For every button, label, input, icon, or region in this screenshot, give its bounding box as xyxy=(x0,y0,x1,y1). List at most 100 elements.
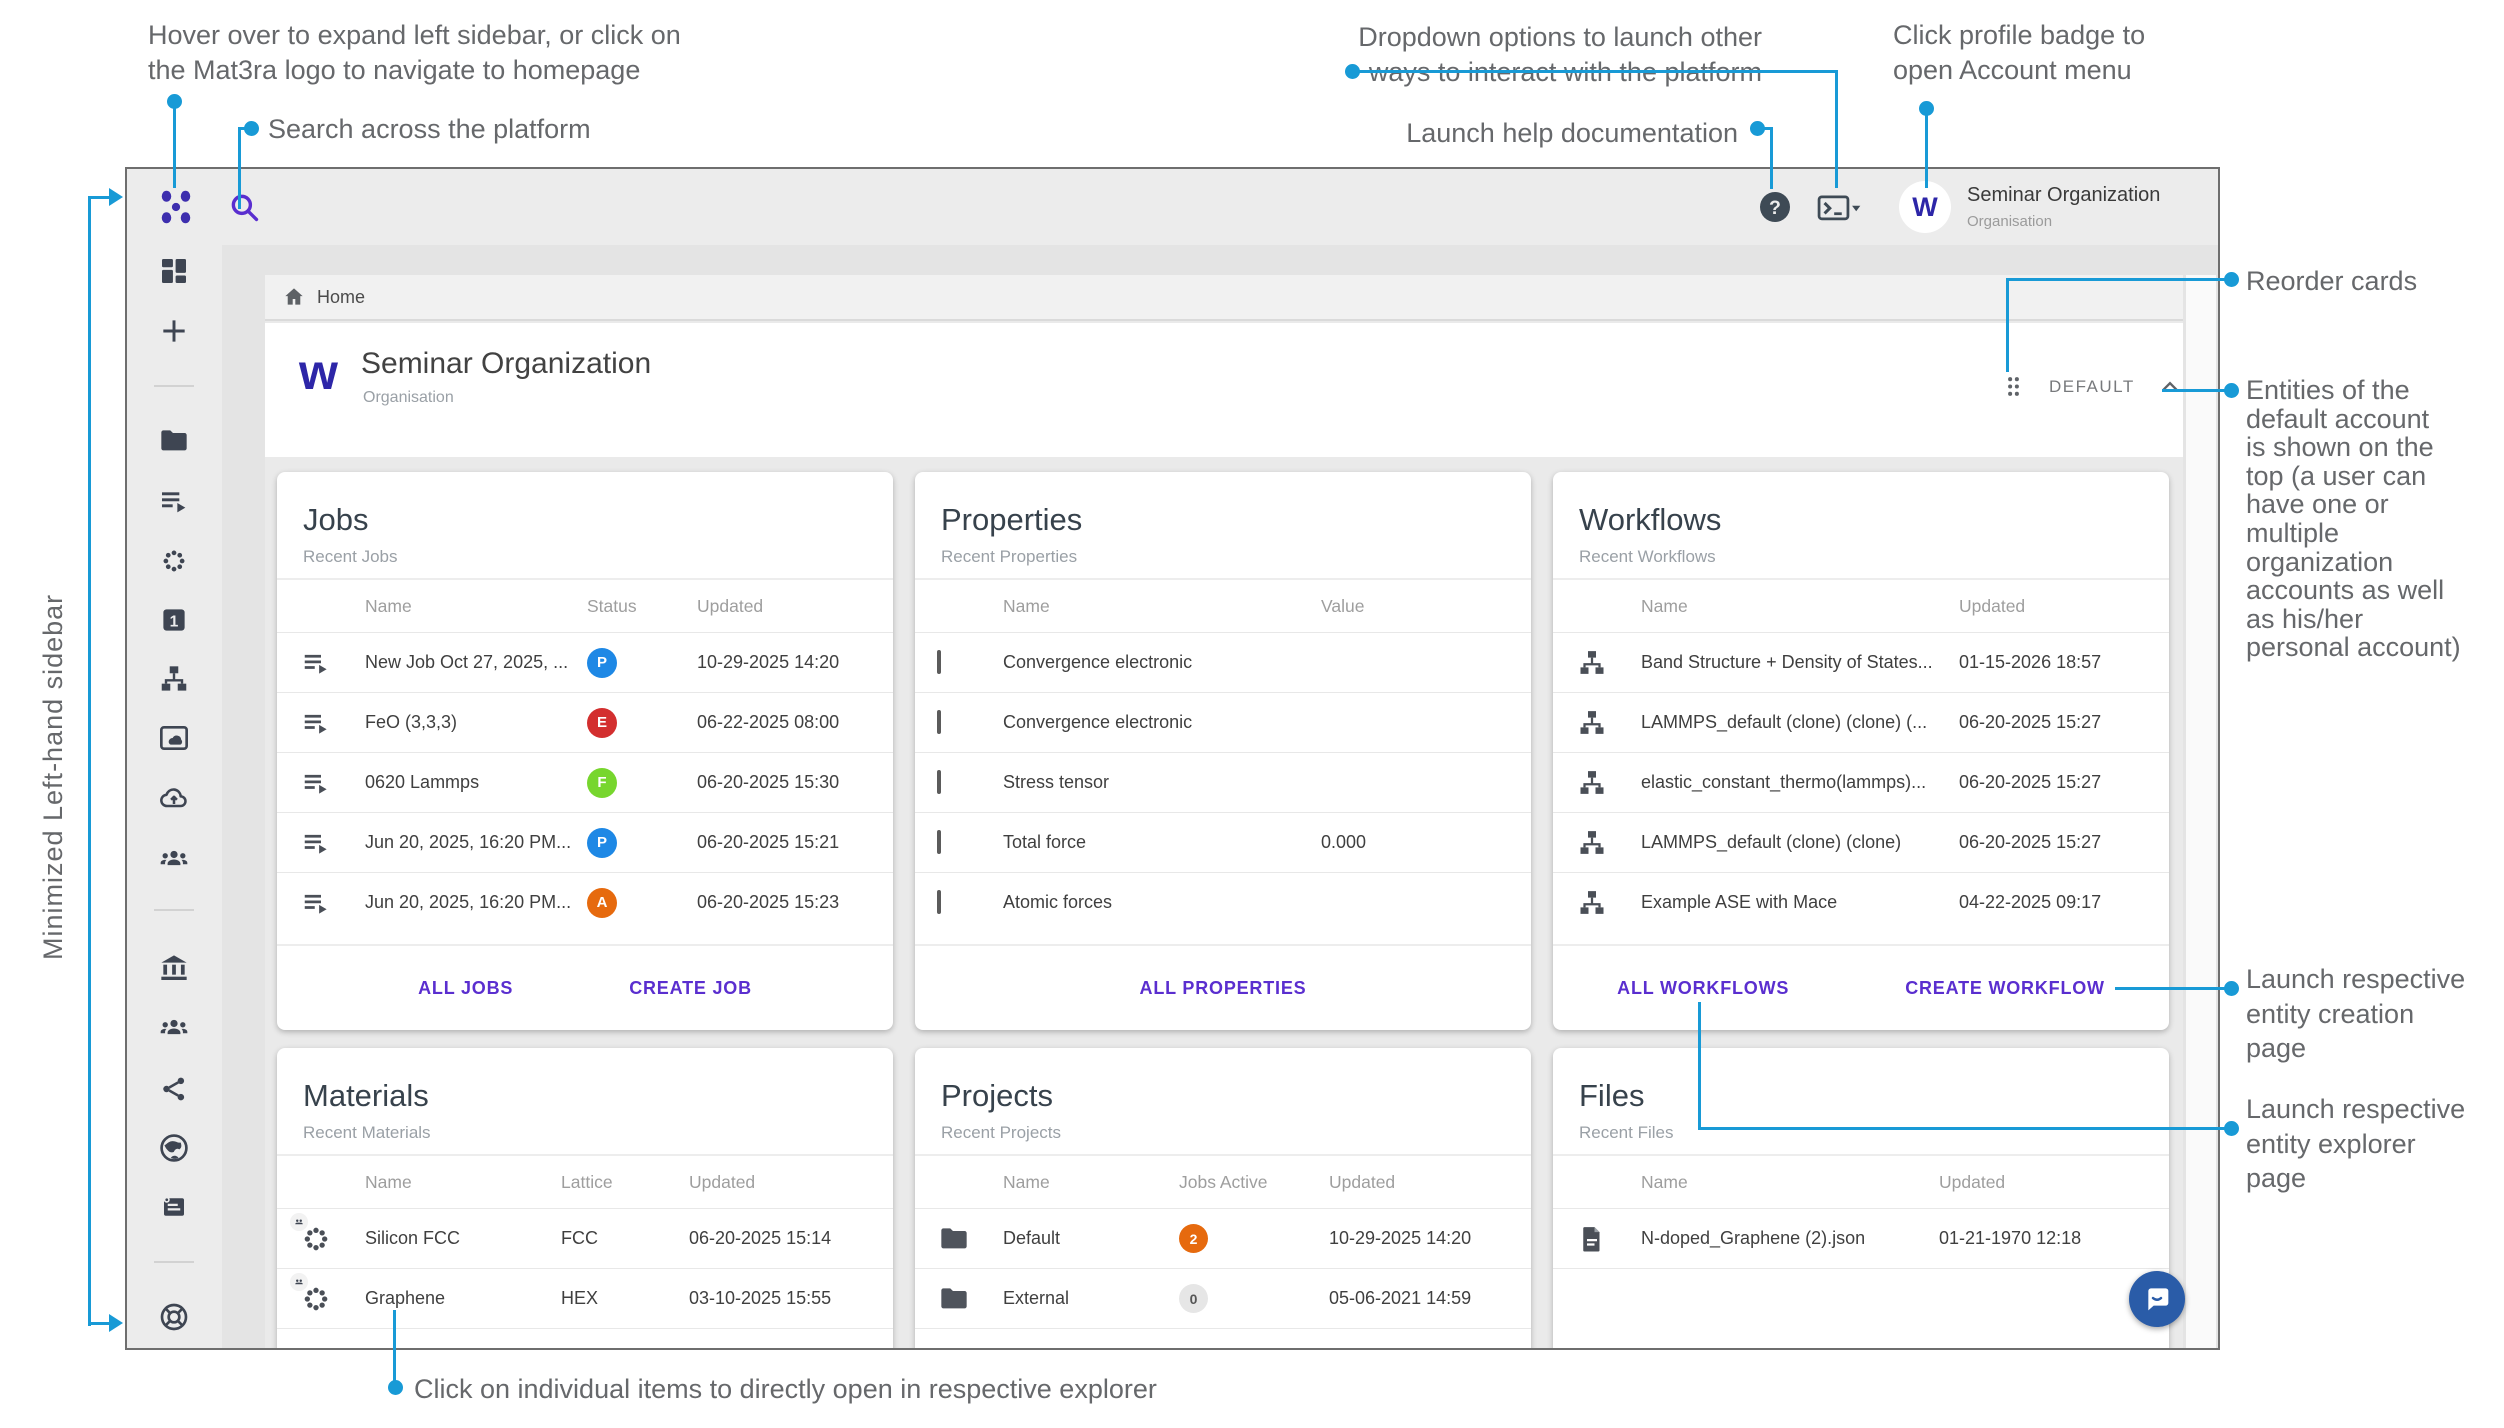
table-row[interactable]: Total force 0.000 xyxy=(915,812,1531,872)
all-workflows-button[interactable]: ALL WORKFLOWS xyxy=(1611,977,1795,1000)
sidebar-item-materials[interactable] xyxy=(156,543,192,579)
materials-dots-icon xyxy=(163,550,185,572)
annotation-help: Launch help documentation xyxy=(1406,118,1738,148)
help-ring-icon xyxy=(160,1303,188,1331)
avatar-letter: W xyxy=(1912,191,1938,222)
table-row[interactable]: LAMMPS_default (clone) (clone) 06-20-202… xyxy=(1553,812,2169,872)
material-name: Silicon FCC xyxy=(365,1228,461,1248)
card-header: Jobs Recent Jobs xyxy=(277,472,893,578)
table-row[interactable]: Graphene HEX 03-10-2025 15:55 xyxy=(277,1268,893,1328)
team-people-icon xyxy=(160,850,188,866)
sidebar-item-workflows[interactable] xyxy=(156,661,192,697)
annotation-line xyxy=(2006,278,2228,281)
table-row[interactable]: Example ASE with Mace 04-22-2025 09:17 xyxy=(1553,872,2169,932)
table-row[interactable]: N-doped_Graphene (2).json 01-21-1970 12:… xyxy=(1553,1208,2169,1268)
chat-bubble-icon xyxy=(2148,1288,2169,1311)
table-header: Name Updated xyxy=(1553,578,2169,632)
annotation-dot xyxy=(1919,101,1934,116)
breadcrumb-home-label[interactable]: Home xyxy=(317,286,366,307)
card-header: Projects Recent Projects xyxy=(915,1048,1531,1154)
card-title: Jobs xyxy=(303,502,369,537)
property-checkbox[interactable] xyxy=(937,890,941,914)
create-workflow-button[interactable]: CREATE WORKFLOW xyxy=(1899,977,2111,1000)
job-playlist-icon xyxy=(304,714,327,734)
table-row[interactable]: Jun 20, 2025, 16:20 PM... P 06-20-2025 1… xyxy=(277,812,893,872)
table-row[interactable]: elastic_constant_thermo(lammps)... 06-20… xyxy=(1553,752,2169,812)
search-button[interactable] xyxy=(227,190,261,224)
all-jobs-button[interactable]: ALL JOBS xyxy=(412,977,519,1000)
sidebar-item-upload[interactable] xyxy=(156,780,192,816)
material-updated: 06-20-2025 15:14 xyxy=(689,1228,832,1248)
sidebar-item-jobs[interactable] xyxy=(156,483,192,519)
table-row[interactable]: Convergence electronic xyxy=(915,632,1531,692)
collapse-chevron-button[interactable] xyxy=(2157,374,2183,400)
sidebar-item-entity-one[interactable]: 1 xyxy=(156,602,192,638)
sidebar-divider xyxy=(154,1261,194,1263)
sidebar-item-organization[interactable] xyxy=(156,950,192,986)
table-row[interactable]: Default 2 10-29-2025 14:20 xyxy=(915,1208,1531,1268)
property-checkbox[interactable] xyxy=(937,710,941,734)
console-dropdown-button[interactable] xyxy=(1817,192,1863,224)
sidebar-item-support[interactable] xyxy=(156,1299,192,1335)
workflow-sitemap-icon xyxy=(1580,710,1604,734)
annotation-search: Search across the platform xyxy=(268,114,591,144)
property-checkbox[interactable] xyxy=(937,770,941,794)
workflow-name: elastic_constant_thermo(lammps)... xyxy=(1641,772,1927,792)
card-header: Properties Recent Properties xyxy=(915,472,1531,578)
table-row[interactable]: Silicon FCC FCC 06-20-2025 15:14 xyxy=(277,1208,893,1268)
table-row[interactable]: Convergence electronic xyxy=(915,692,1531,752)
default-account-selector[interactable]: DEFAULT xyxy=(2049,376,2135,396)
annotation-line xyxy=(1356,70,1838,73)
sidebar-item-projects[interactable] xyxy=(156,423,192,459)
table-row[interactable]: Band Structure + Density of States... 01… xyxy=(1553,632,2169,692)
page-title: Seminar Organization xyxy=(361,347,652,380)
create-job-button[interactable]: CREATE JOB xyxy=(623,977,758,1000)
annotation-arrow xyxy=(109,188,123,206)
card-header: Files Recent Files xyxy=(1553,1048,2169,1154)
table-row[interactable]: Atomic forces xyxy=(915,872,1531,932)
table-row[interactable]: Stress tensor xyxy=(915,752,1531,812)
table-row[interactable]: FeO (3,3,3) E 06-22-2025 08:00 xyxy=(277,692,893,752)
top-app-bar: ? W Seminar Organization Organisation xyxy=(127,169,2218,245)
card-header: Workflows Recent Workflows xyxy=(1553,472,2169,578)
card-subtitle: Recent Jobs xyxy=(303,547,398,566)
scrollbar-track[interactable] xyxy=(2186,275,2216,1348)
drag-indicator-button[interactable] xyxy=(2000,373,2027,400)
sidebar-item-members[interactable] xyxy=(156,1010,192,1046)
table-header: Name Jobs Active Updated xyxy=(915,1154,1531,1208)
help-button[interactable]: ? xyxy=(1757,189,1793,225)
mat3ra-logo[interactable] xyxy=(157,188,195,226)
bank-icon xyxy=(161,955,187,980)
home-breadcrumb-button[interactable] xyxy=(281,284,307,310)
sidebar-item-dashboard[interactable] xyxy=(156,253,192,289)
sidebar-item-notes[interactable] xyxy=(156,1189,192,1225)
table-row[interactable]: External 0 05-06-2021 14:59 xyxy=(915,1268,1531,1328)
col-name: Name xyxy=(365,1171,412,1192)
workflow-updated: 01-15-2026 18:57 xyxy=(1959,652,2102,672)
file-name: N-doped_Graphene (2).json xyxy=(1641,1228,1866,1248)
job-name: Jun 20, 2025, 16:20 PM... xyxy=(365,892,572,912)
sidebar-item-share[interactable] xyxy=(156,1071,192,1107)
svg-text:?: ? xyxy=(1769,197,1781,219)
table-row[interactable]: LAMMPS_default (clone) (clone) (... 06-2… xyxy=(1553,692,2169,752)
property-checkbox[interactable] xyxy=(937,830,941,854)
table-row[interactable]: Jun 20, 2025, 16:20 PM... A 06-20-2025 1… xyxy=(277,872,893,932)
table-row[interactable]: New Job Oct 27, 2025, ... P 10-29-2025 1… xyxy=(277,632,893,692)
property-checkbox[interactable] xyxy=(937,650,941,674)
chat-support-button[interactable] xyxy=(2129,1271,2185,1327)
properties-card: Properties Recent Properties Name Value C… xyxy=(915,472,1531,1030)
annotation-bottom: Click on individual items to directly op… xyxy=(414,1374,1157,1404)
sidebar-item-create[interactable] xyxy=(156,313,192,349)
col-value: Value xyxy=(1321,595,1365,616)
material-lattice: HEX xyxy=(561,1288,599,1308)
sidebar-item-media[interactable] xyxy=(156,720,192,756)
card-title: Materials xyxy=(303,1078,429,1113)
all-properties-button[interactable]: ALL PROPERTIES xyxy=(1134,977,1313,1000)
content-sheet: Home w Seminar Organization Organisation… xyxy=(265,275,2183,1348)
profile-badge[interactable]: W xyxy=(1899,181,1951,233)
table-row[interactable]: 0620 Lammps F 06-20-2025 15:30 xyxy=(277,752,893,812)
shared-people-badge-icon xyxy=(295,1219,303,1224)
annotation-line xyxy=(1835,70,1838,188)
sidebar-item-team[interactable] xyxy=(156,841,192,877)
sidebar-item-web[interactable] xyxy=(156,1130,192,1166)
